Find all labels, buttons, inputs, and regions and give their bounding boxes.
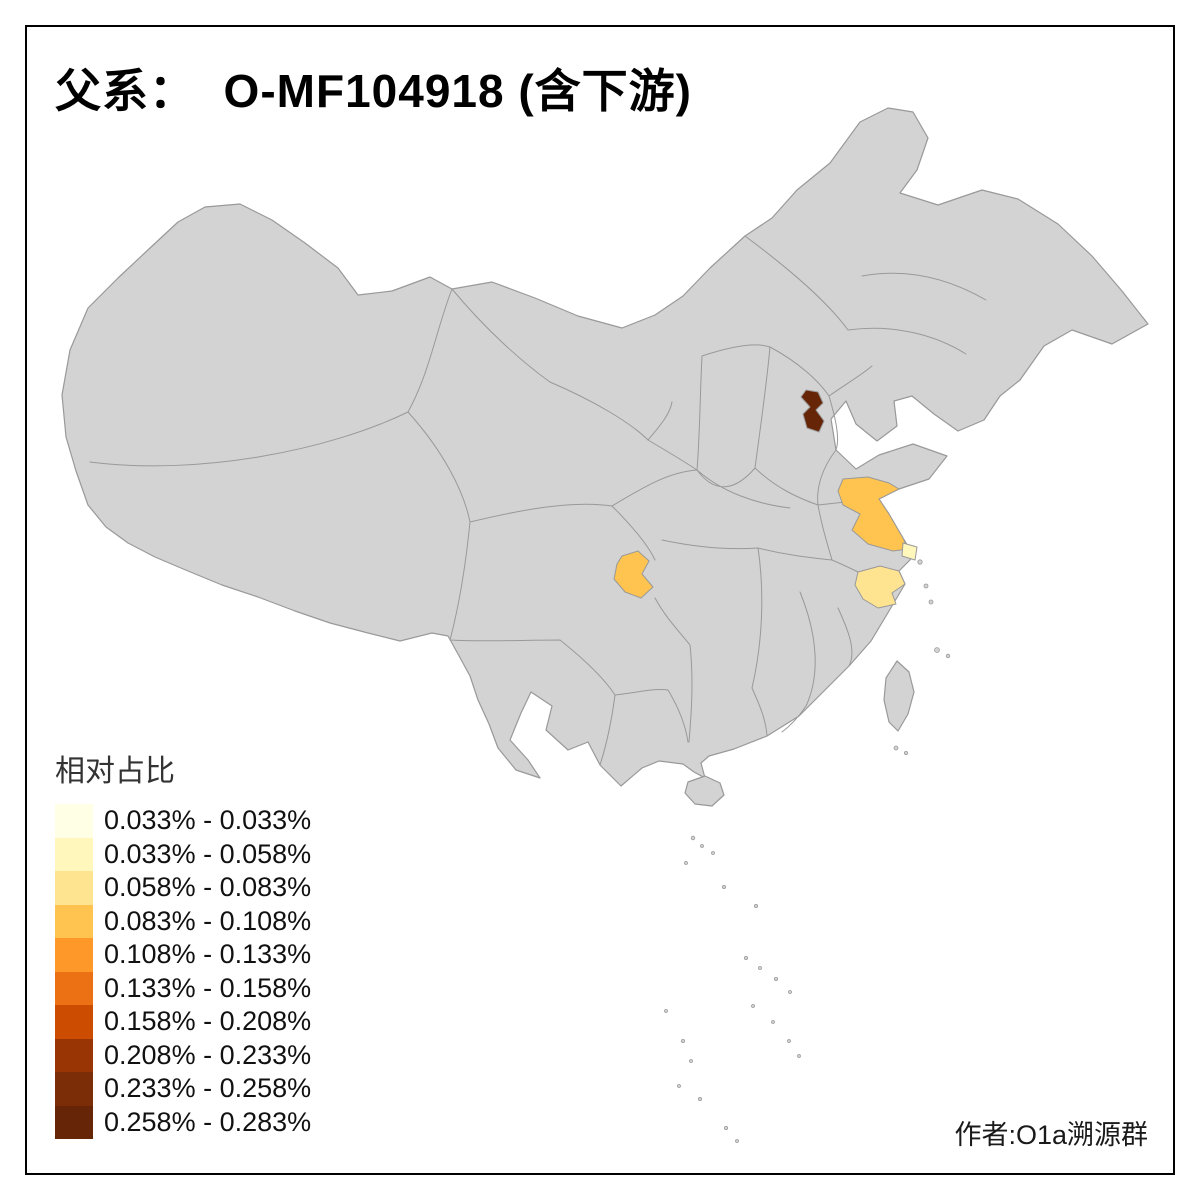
legend: 相对占比 0.033% - 0.033% 0.033% - 0.058% 0.0…	[55, 746, 311, 1139]
legend-label: 0.033% - 0.058%	[104, 838, 312, 869]
islet	[923, 583, 929, 589]
islet	[754, 904, 759, 909]
islet	[735, 1139, 739, 1143]
islet	[751, 1004, 755, 1008]
legend-item: 0.083% - 0.108%	[55, 904, 312, 938]
islet	[677, 1084, 681, 1088]
mainland-outline	[61, 107, 1149, 787]
legend-label: 0.058% - 0.083%	[104, 872, 312, 903]
legend-label: 0.258% - 0.283%	[104, 1106, 312, 1137]
islet	[684, 861, 688, 865]
islet	[711, 851, 715, 855]
region-shanghai	[901, 542, 918, 561]
legend-swatch	[55, 1105, 93, 1139]
legend-item: 0.108% - 0.133%	[55, 938, 311, 972]
islet	[722, 885, 727, 890]
legend-swatch	[55, 837, 93, 871]
legend-swatch	[55, 971, 93, 1005]
islet	[797, 1054, 801, 1058]
map-title: 父系： O-MF104918 (含下游)	[55, 65, 692, 117]
attribution: 作者:O1a溯源群	[954, 1120, 1148, 1150]
legend-item: 0.258% - 0.283%	[55, 1105, 312, 1139]
islet	[664, 1009, 668, 1013]
islet	[893, 745, 899, 751]
islets-group	[664, 559, 951, 1143]
legend-item: 0.208% - 0.233%	[55, 1038, 312, 1072]
islet	[698, 1097, 703, 1102]
legend-label: 0.233% - 0.258%	[104, 1073, 312, 1104]
region-zhejiang	[854, 565, 906, 609]
legend-label: 0.208% - 0.233%	[104, 1039, 312, 1070]
islet	[788, 990, 792, 994]
legend-swatch	[55, 1038, 93, 1072]
legend-label: 0.158% - 0.208%	[104, 1006, 312, 1037]
islet	[774, 977, 779, 982]
legend-label: 0.033% - 0.033%	[104, 805, 312, 836]
legend-title: 相对占比	[55, 755, 175, 788]
islet	[928, 599, 934, 605]
legend-label: 0.108% - 0.133%	[104, 939, 312, 970]
islet	[758, 966, 762, 970]
taiwan-island	[883, 660, 915, 732]
legend-swatch	[55, 804, 93, 838]
islet	[787, 1039, 791, 1043]
islet	[724, 1126, 729, 1131]
hainan-island	[684, 775, 725, 807]
region-chongqing	[613, 550, 654, 599]
islet	[689, 1059, 693, 1063]
legend-item: 0.233% - 0.258%	[55, 1072, 311, 1106]
islet	[690, 835, 696, 841]
legend-label: 0.083% - 0.108%	[104, 905, 312, 936]
islet	[917, 559, 923, 565]
legend-item: 0.033% - 0.033%	[55, 804, 311, 838]
legend-item: 0.133% - 0.158%	[55, 971, 312, 1005]
islet	[945, 653, 951, 659]
legend-swatch	[55, 904, 93, 938]
islet	[771, 1020, 775, 1024]
islet	[904, 751, 909, 756]
legend-item: 0.058% - 0.083%	[55, 871, 311, 905]
legend-item: 0.158% - 0.208%	[55, 1005, 311, 1039]
legend-swatch	[55, 871, 93, 905]
legend-label: 0.133% - 0.158%	[104, 972, 312, 1003]
legend-item: 0.033% - 0.058%	[55, 837, 312, 871]
legend-swatch	[55, 1005, 93, 1039]
province-borders	[89, 235, 987, 766]
legend-swatch	[55, 938, 93, 972]
islet	[934, 647, 940, 653]
islet	[744, 956, 749, 961]
region-tianjin	[800, 389, 825, 433]
islet	[681, 1039, 686, 1044]
legend-swatch	[55, 1072, 93, 1106]
islet	[700, 844, 704, 848]
